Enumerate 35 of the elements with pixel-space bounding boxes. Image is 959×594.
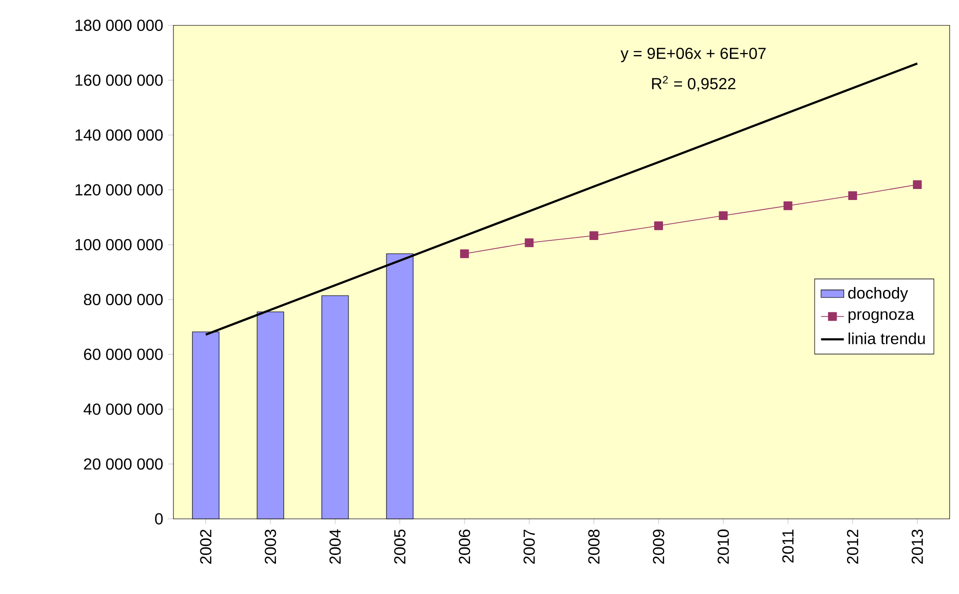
y-tick-label: 40 000 000: [84, 404, 163, 416]
y-tick-label: 120 000 000: [76, 184, 163, 196]
x-tick-label: 2012: [846, 530, 858, 564]
point: [784, 202, 792, 210]
x-tick-label: 2002: [200, 530, 212, 564]
legend-label: linia trendu: [848, 332, 925, 344]
point: [848, 191, 858, 200]
y-tick-label: 140 000 000: [76, 130, 163, 141]
y-tick-label: 20 000 000: [84, 458, 163, 470]
x-tick-label: 2005: [394, 530, 406, 564]
annotation: y = 9E+06x + 6E+07: [620, 48, 766, 62]
point: [589, 231, 598, 240]
annotation: R$^{2}$ = 0,9522: [652, 76, 736, 92]
legend-label: dochody: [848, 287, 908, 302]
y-tick-label: 0: [155, 513, 163, 525]
point: [524, 238, 534, 248]
x-tick-label: 2003: [264, 530, 276, 564]
x-tick-label: 2010: [718, 530, 729, 564]
point: [654, 222, 663, 230]
x-tick-label: 2009: [652, 530, 664, 564]
x-tick-label: 2006: [458, 530, 470, 564]
point: [718, 211, 728, 220]
x-tick-label: 2004: [329, 530, 341, 564]
y-tick-label: 80 000 000: [84, 294, 163, 306]
y-tick-label: 60 000 000: [84, 348, 163, 360]
x-tick-label: 2007: [524, 530, 535, 564]
legend-label: prognoza: [848, 311, 914, 324]
y-tick-label: 180 000 000: [76, 20, 163, 32]
point: [912, 180, 922, 190]
y-tick-label: 100 000 000: [76, 239, 163, 251]
x-tick-label: 2008: [588, 530, 600, 564]
point: [460, 250, 469, 258]
x-tick-label: 2013: [912, 530, 923, 564]
y-tick-label: 160 000 000: [76, 74, 163, 86]
x-tick-label: 2011: [782, 530, 794, 563]
